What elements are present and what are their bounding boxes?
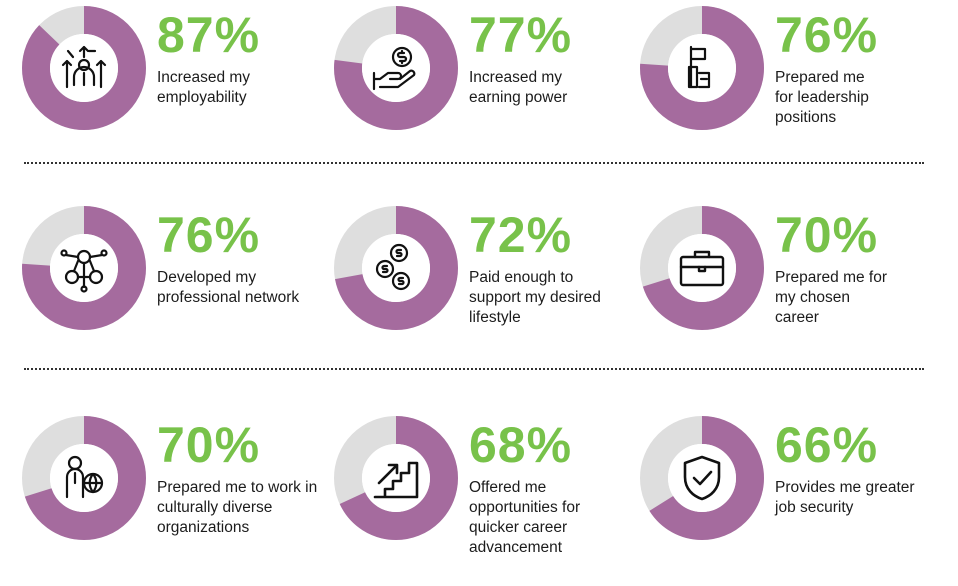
hand-coin-icon <box>371 43 421 93</box>
briefcase-icon <box>677 243 727 293</box>
stat-item: 66% Provides me greater job security <box>640 416 940 586</box>
career-growth-person-icon <box>59 43 109 93</box>
person-globe-icon <box>59 453 109 503</box>
donut-chart <box>334 206 458 330</box>
stat-label: Paid enough to support my desired lifest… <box>469 269 601 326</box>
percent-value: 70% <box>775 207 879 263</box>
donut-value-arc <box>334 416 458 540</box>
percent-value: 77% <box>469 7 573 63</box>
donut-chart <box>334 6 458 130</box>
donut-value-arc <box>640 206 764 330</box>
stat-item: 70% Prepared me for my chosen career <box>640 206 940 376</box>
flag-climb-icon <box>677 43 727 93</box>
stat-item: 76% Developed my professional network <box>22 206 322 376</box>
donut-value-arc <box>22 206 146 330</box>
donut-hole <box>362 34 430 102</box>
stat-label: Prepared me for my chosen career <box>775 269 887 326</box>
donut-hole <box>362 444 430 512</box>
percent-value: 76% <box>775 7 879 63</box>
shield-check-icon <box>677 453 727 503</box>
row-divider-1 <box>24 162 924 164</box>
percent-value: 66% <box>775 417 879 473</box>
percent-value: 87% <box>157 7 261 63</box>
percent-value: 68% <box>469 417 573 473</box>
percent-value: 72% <box>469 207 573 263</box>
donut-value-arc <box>334 6 458 130</box>
network-people-icon <box>59 243 109 293</box>
stat-item: 77% Increased my earning power <box>334 6 634 176</box>
stat-label: Developed my professional network <box>157 269 300 306</box>
stat-label: Provides me greater job security <box>775 479 915 516</box>
stat-item: 87% Increased my employability <box>22 6 322 176</box>
donut-hole <box>668 34 736 102</box>
stat-label: Offered me opportunities for quicker car… <box>469 479 581 556</box>
donut-chart <box>640 6 764 130</box>
stat-label: Prepared me to work in culturally divers… <box>157 479 318 536</box>
donut-chart <box>640 416 764 540</box>
donut-hole <box>668 444 736 512</box>
row-divider-2 <box>24 368 924 370</box>
stacked-coins-icon <box>371 243 421 293</box>
stat-item: 68% Offered me opportunities for quicker… <box>334 416 634 586</box>
donut-hole <box>362 234 430 302</box>
percent-value: 70% <box>157 417 261 473</box>
stairs-arrow-icon <box>371 453 421 503</box>
stat-item: 76% Prepared me for leadership positions <box>640 6 940 176</box>
percent-value: 76% <box>157 207 261 263</box>
donut-value-arc <box>640 6 764 130</box>
donut-value-arc <box>334 206 458 330</box>
donut-value-arc <box>640 416 764 540</box>
stat-label: Prepared me for leadership positions <box>775 69 869 126</box>
donut-chart <box>334 416 458 540</box>
stat-label: Increased my employability <box>157 69 251 106</box>
donut-value-arc <box>22 6 146 130</box>
stat-item: 70% Prepared me to work in culturally di… <box>22 416 322 586</box>
stat-item: 72% Paid enough to support my desired li… <box>334 206 634 376</box>
stat-label: Increased my earning power <box>469 69 568 106</box>
donut-value-arc <box>22 416 146 540</box>
